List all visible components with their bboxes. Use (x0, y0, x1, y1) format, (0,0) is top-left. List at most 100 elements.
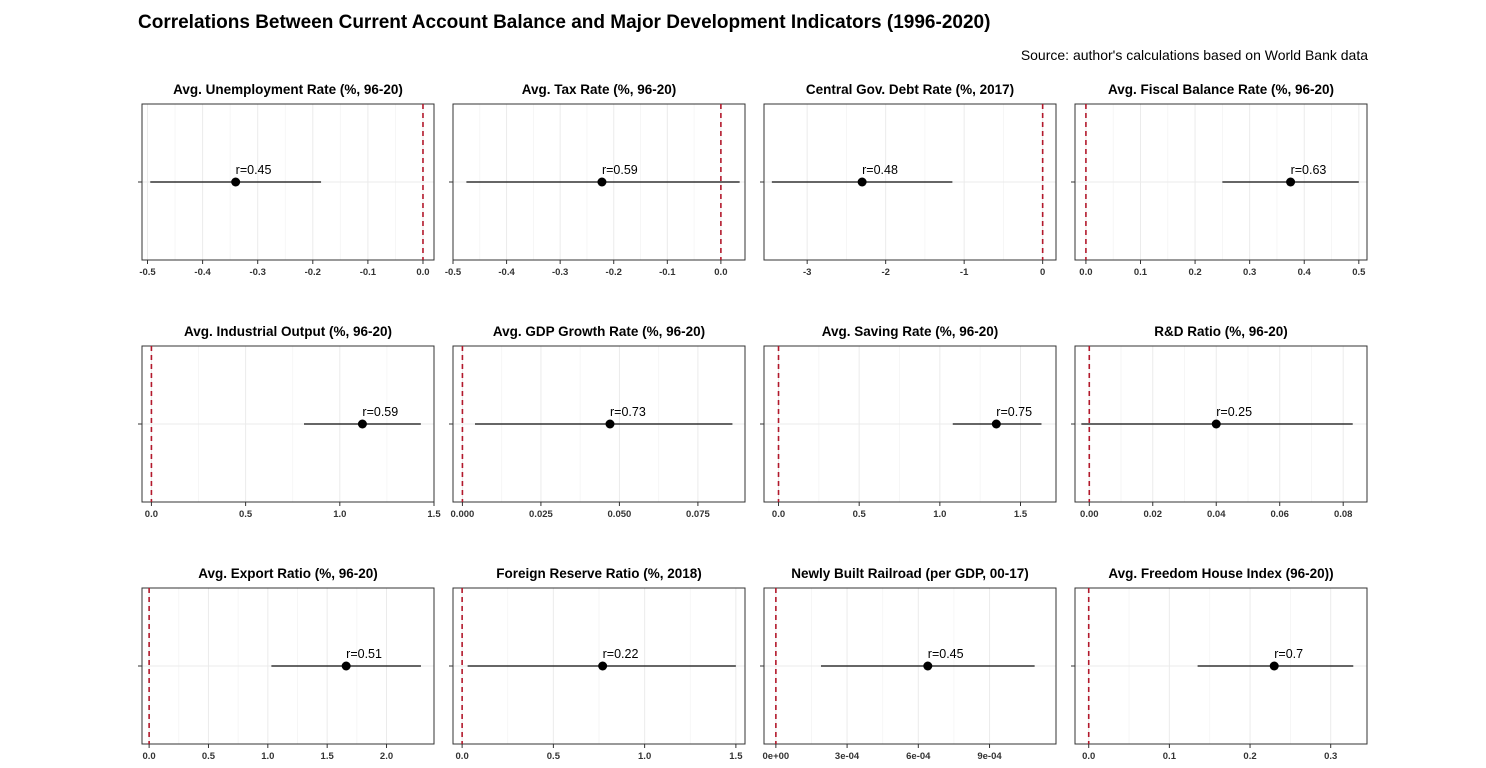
panel-10: Foreign Reserve Ratio (%, 2018) 0.0 0.5 1.0… (449, 566, 746, 762)
x-tick-label: 9e-04 (977, 751, 1002, 762)
x-tick-label: 1.0 (333, 509, 346, 520)
panel-8: R&D Ratio (%, 96-20) 0.00 0.02 0.04 0.06 0.08… (1071, 324, 1368, 520)
x-tick-label: -0.1 (659, 267, 676, 278)
x-tick-label: -0.2 (606, 267, 622, 278)
x-tick-label: 0.4 (1298, 267, 1312, 278)
correlation-label: r=0.48 (862, 163, 898, 177)
x-tick-label: 0.1 (1163, 751, 1177, 762)
panel-9: Avg. Export Ratio (%, 96-20) 0.0 0.5 1.0 1.5… (138, 566, 435, 762)
x-tick-label: 1.0 (933, 509, 946, 520)
correlation-label: r=0.22 (603, 647, 639, 661)
x-tick-label: 0.0 (416, 267, 429, 278)
x-tick-label: 0.0 (145, 509, 158, 520)
correlation-label: r=0.45 (928, 647, 964, 661)
panel-title: R&D Ratio (%, 96-20) (1154, 324, 1288, 339)
x-tick-label: 1.5 (321, 751, 335, 762)
source-note: Source: author's calculations based on W… (1020, 47, 1368, 63)
panel-12: Avg. Freedom House Index (96-20)) 0.0 0.1 0… (1071, 566, 1368, 762)
correlation-label: r=0.7 (1274, 647, 1303, 661)
point-estimate (231, 177, 241, 187)
x-tick-label: 3e-04 (835, 751, 860, 762)
x-tick-label: 0.025 (529, 509, 553, 520)
x-tick-label: 0.075 (686, 509, 710, 520)
page-title: Correlations Between Current Account Bal… (138, 12, 991, 33)
x-tick-label: 0.02 (1144, 509, 1163, 520)
correlation-label: r=0.63 (1291, 163, 1327, 177)
panel-5: Avg. Industrial Output (%, 96-20) 0.0 0.5 1… (138, 324, 441, 520)
x-tick-label: 0.5 (1352, 267, 1366, 278)
x-tick-label: 0.2 (1188, 267, 1201, 278)
point-estimate (857, 177, 867, 187)
panel-title: Avg. Fiscal Balance Rate (%, 96-20) (1108, 82, 1334, 97)
x-tick-label: 0.0 (456, 751, 469, 762)
x-tick-label: 0.3 (1324, 751, 1337, 762)
x-tick-label: 1.0 (261, 751, 274, 762)
panel-title: Central Gov. Debt Rate (%, 2017) (806, 82, 1014, 97)
panel-title: Avg. Unemployment Rate (%, 96-20) (173, 82, 403, 97)
x-tick-label: 0.5 (853, 509, 867, 520)
correlation-label: r=0.73 (610, 405, 646, 419)
x-tick-label: 0.000 (451, 509, 475, 520)
panel-2: Avg. Tax Rate (%, 96-20) -0.5 -0.4 -0.3 -0.2… (445, 82, 746, 278)
x-tick-label: -2 (881, 267, 889, 278)
point-estimate (1211, 419, 1221, 429)
x-tick-label: 0.1 (1134, 267, 1148, 278)
correlation-label: r=0.59 (362, 405, 398, 419)
panel-title: Avg. Tax Rate (%, 96-20) (522, 82, 677, 97)
x-tick-label: 0e+00 (763, 751, 790, 762)
point-estimate (598, 661, 608, 671)
x-tick-label: -0.4 (194, 267, 211, 278)
x-tick-label: -3 (803, 267, 811, 278)
correlation-label: r=0.51 (346, 647, 382, 661)
x-tick-label: 0.5 (202, 751, 216, 762)
x-tick-label: 0.0 (1082, 751, 1095, 762)
point-estimate (1286, 177, 1296, 187)
x-tick-label: 0.5 (547, 751, 561, 762)
panel-3: Central Gov. Debt Rate (%, 2017) -3 -2 -1 0 r… (760, 82, 1057, 278)
point-estimate (991, 419, 1001, 429)
panel-6: Avg. GDP Growth Rate (%, 96-20) 0.000 0.02… (449, 324, 746, 520)
x-tick-label: 2.0 (380, 751, 393, 762)
x-tick-label: -0.4 (498, 267, 515, 278)
point-estimate (605, 419, 615, 429)
x-tick-label: 0.0 (143, 751, 156, 762)
point-estimate (357, 419, 367, 429)
x-tick-label: 0.050 (608, 509, 632, 520)
panel-11: Newly Built Railroad (per GDP, 00-17) 0e+… (760, 566, 1057, 762)
x-tick-label: -0.1 (360, 267, 377, 278)
x-tick-label: 6e-04 (906, 751, 931, 762)
x-tick-label: -0.2 (305, 267, 321, 278)
x-tick-label: -0.5 (445, 267, 462, 278)
point-estimate (923, 661, 933, 671)
point-estimate (597, 177, 607, 187)
x-tick-label: 0.00 (1080, 509, 1099, 520)
x-tick-label: 0 (1040, 267, 1045, 278)
x-tick-label: 0.06 (1270, 509, 1289, 520)
x-tick-label: 0.0 (714, 267, 727, 278)
panel-title: Avg. Freedom House Index (96-20)) (1108, 566, 1333, 581)
panel-1: Avg. Unemployment Rate (%, 96-20) -0.5 -0.… (138, 82, 435, 278)
correlation-label: r=0.45 (236, 163, 272, 177)
x-tick-label: -1 (960, 267, 969, 278)
x-tick-label: -0.3 (552, 267, 568, 278)
x-tick-label: 0.08 (1334, 509, 1353, 520)
x-tick-label: 0.5 (239, 509, 253, 520)
panel-title: Avg. Industrial Output (%, 96-20) (184, 324, 392, 339)
correlation-label: r=0.59 (602, 163, 638, 177)
x-tick-label: 0.2 (1243, 751, 1256, 762)
x-tick-label: 1.5 (1014, 509, 1028, 520)
x-tick-label: 1.5 (427, 509, 441, 520)
panel-7: Avg. Saving Rate (%, 96-20) 0.0 0.5 1.0 1.5 r… (760, 324, 1057, 520)
x-tick-label: 1.5 (729, 751, 743, 762)
x-tick-label: -0.5 (139, 267, 156, 278)
x-tick-label: 0.0 (772, 509, 785, 520)
panel-title: Newly Built Railroad (per GDP, 00-17) (791, 566, 1029, 581)
x-tick-label: 0.3 (1243, 267, 1256, 278)
point-estimate (1269, 661, 1279, 671)
x-tick-label: -0.3 (250, 267, 266, 278)
x-tick-label: 0.04 (1207, 509, 1226, 520)
point-estimate (341, 661, 351, 671)
correlation-label: r=0.25 (1216, 405, 1252, 419)
panel-title: Avg. Export Ratio (%, 96-20) (198, 566, 378, 581)
